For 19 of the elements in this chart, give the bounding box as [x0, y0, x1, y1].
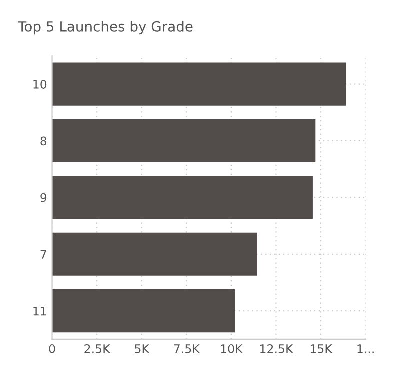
x-tick-label: 7.5K: [174, 344, 200, 354]
bar: [52, 232, 258, 276]
bar: [52, 119, 316, 163]
chart-title: Top 5 Launches by Grade: [18, 21, 193, 35]
x-tick-label: 12.5K: [260, 344, 294, 354]
y-tick-label: 11: [34, 306, 46, 316]
x-tick-label: 1...: [358, 344, 374, 354]
y-tick-label: 10: [34, 80, 47, 89]
y-tick-label: 9: [40, 193, 47, 202]
x-tick-label: 15K: [310, 344, 333, 354]
bar: [52, 62, 346, 106]
bar: [52, 176, 313, 220]
bar: [52, 290, 236, 333]
x-tick-label: 2.5K: [84, 344, 111, 354]
y-tick-label: 7: [40, 250, 46, 259]
x-tick-label: 10K: [221, 344, 244, 354]
y-tick-label: 8: [40, 136, 47, 146]
x-tick-label: 5K: [135, 344, 150, 354]
x-tick-label: 0: [49, 344, 56, 354]
